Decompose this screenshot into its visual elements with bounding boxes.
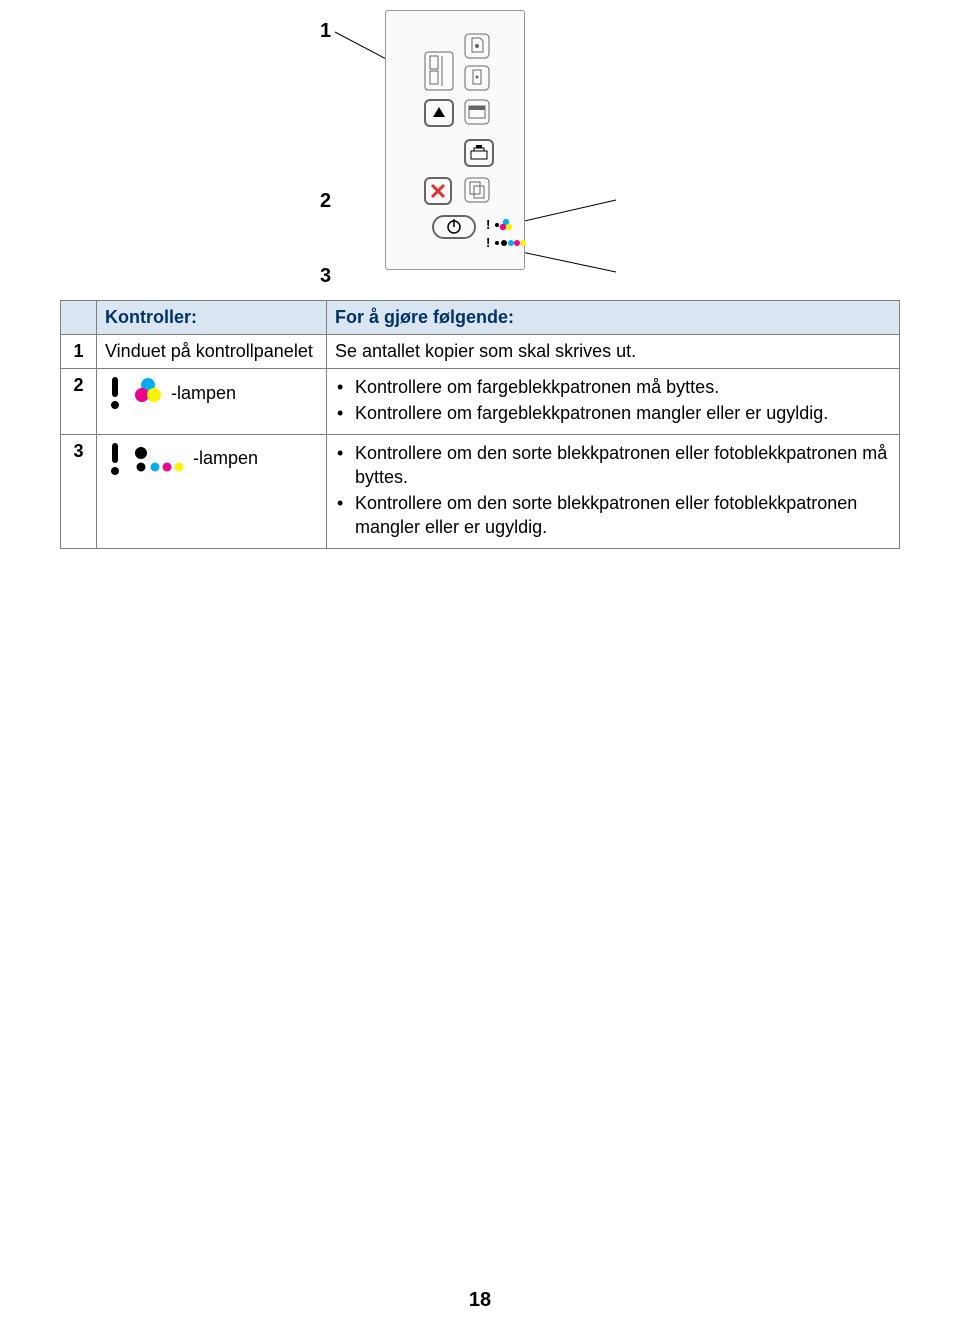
row1-control: Vinduet på kontrollpanelet — [97, 335, 327, 369]
cancel-button-icon — [424, 177, 452, 205]
bullet: Kontrollere om den sorte blekkpatronen e… — [349, 441, 891, 490]
scan-button-icon — [464, 139, 494, 167]
table-row: 3 -lampen Kontrollere om den sorte — [61, 434, 900, 548]
cmy-ink-icon — [131, 375, 165, 411]
lampen-label: -lampen — [171, 383, 236, 404]
row-number: 2 — [61, 369, 97, 435]
table-row: 2 -lampen Kontrollere om fargeblekkpatro… — [61, 369, 900, 435]
alert-icon — [105, 375, 125, 411]
printer-panel: ! ! — [385, 10, 525, 270]
kcmy-ink-icon — [131, 441, 187, 477]
copies-display-icon — [424, 51, 454, 91]
row-number: 1 — [61, 335, 97, 369]
row2-desc: Kontrollere om fargeblekkpatronen må byt… — [327, 369, 900, 435]
row3-control: -lampen — [97, 434, 327, 548]
page-icon — [464, 65, 490, 91]
color-ink-alert-icon: ! — [486, 218, 516, 232]
row3-desc: Kontrollere om den sorte blekkpatronen e… — [327, 434, 900, 548]
copy-icon — [464, 177, 490, 203]
bullet: Kontrollere om den sorte blekkpatronen e… — [349, 491, 891, 540]
bullet: Kontrollere om fargeblekkpatronen må byt… — [349, 375, 891, 399]
alert-icon — [105, 441, 125, 477]
document-icon — [464, 33, 490, 59]
header-blank — [61, 301, 97, 335]
row2-control: -lampen — [97, 369, 327, 435]
page-number: 18 — [0, 1289, 960, 1312]
svg-text:!: ! — [486, 218, 490, 232]
svg-text:!: ! — [486, 236, 490, 250]
row-number: 3 — [61, 434, 97, 548]
bullet: Kontrollere om fargeblekkpatronen mangle… — [349, 401, 891, 425]
up-button-icon — [424, 99, 454, 127]
table-header-row: Kontroller: For å gjøre følgende: — [61, 301, 900, 335]
photo-icon — [464, 99, 490, 125]
table-row: 1 Vinduet på kontrollpanelet Se antallet… — [61, 335, 900, 369]
controls-table: Kontroller: For å gjøre følgende: 1 Vind… — [60, 300, 900, 549]
lampen-label: -lampen — [193, 448, 258, 469]
black-ink-alert-icon: ! — [486, 236, 528, 250]
power-button-icon — [432, 215, 476, 239]
header-kontroller: Kontroller: — [97, 301, 327, 335]
row1-desc: Se antallet kopier som skal skrives ut. — [327, 335, 900, 369]
header-action: For å gjøre følgende: — [327, 301, 900, 335]
control-panel-diagram: 1 2 3 — [320, 10, 670, 300]
